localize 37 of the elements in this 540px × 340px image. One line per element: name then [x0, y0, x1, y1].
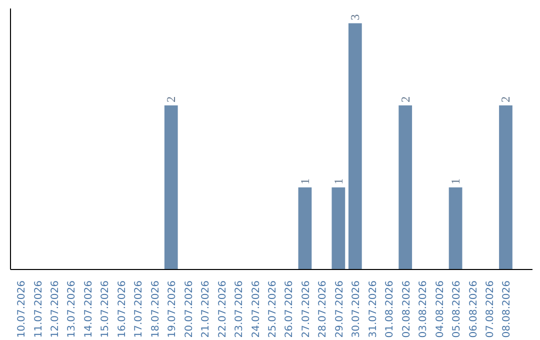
- x-tick-label: 27.07.2026: [300, 280, 312, 338]
- data-label: 2: [398, 96, 412, 102]
- data-label: 1: [448, 178, 463, 184]
- x-tick-label: 07.08.2026: [485, 280, 496, 338]
- x-tick-label: 16.07.2026: [116, 280, 128, 338]
- x-tick-label: 28.07.2026: [318, 280, 329, 338]
- x-tick-label: 13.07.2026: [66, 280, 78, 338]
- x-tick-label: 01.08.2026: [384, 280, 396, 338]
- x-tick-label: 03.08.2026: [418, 280, 430, 338]
- x-tick-label: 15.07.2026: [100, 280, 112, 338]
- data-label: 1: [331, 178, 346, 184]
- x-tick-label: 19.07.2026: [167, 280, 178, 338]
- data-label: 1: [298, 178, 312, 184]
- x-tick-label: 26.07.2026: [284, 280, 296, 338]
- x-tick-label: 29.07.2026: [334, 280, 346, 338]
- x-tick-label: 14.07.2026: [83, 280, 94, 338]
- x-tick-label: 11.07.2026: [33, 280, 44, 338]
- x-tick-label: 02.08.2026: [401, 280, 412, 338]
- x-tick-label: 12.07.2026: [50, 280, 61, 338]
- x-tick-label: 25.07.2026: [268, 280, 278, 338]
- data-label: 3: [348, 14, 362, 20]
- x-tick-label: 30.07.2026: [351, 280, 362, 338]
- x-tick-label: 17.07.2026: [134, 280, 145, 338]
- x-tick-label: 24.07.2026: [250, 280, 262, 338]
- x-tick-label: 08.08.2026: [502, 280, 513, 338]
- x-tick-label: 21.07.2026: [200, 280, 212, 338]
- data-label: 2: [498, 96, 513, 102]
- x-tick-label: 23.07.2026: [234, 280, 246, 338]
- x-tick-label: 18.07.2026: [150, 280, 162, 338]
- x-tick-label: 31.07.2026: [368, 280, 379, 338]
- x-tick-label: 10.07.2026: [16, 280, 28, 338]
- x-tick-label: 04.08.2026: [434, 280, 446, 338]
- x-tick-label: 22.07.2026: [217, 280, 228, 338]
- x-tick-label: 06.08.2026: [468, 280, 480, 338]
- data-label: 2: [164, 96, 178, 102]
- x-tick-label: 05.08.2026: [452, 280, 463, 338]
- x-tick-label: 20.07.2026: [184, 280, 195, 338]
